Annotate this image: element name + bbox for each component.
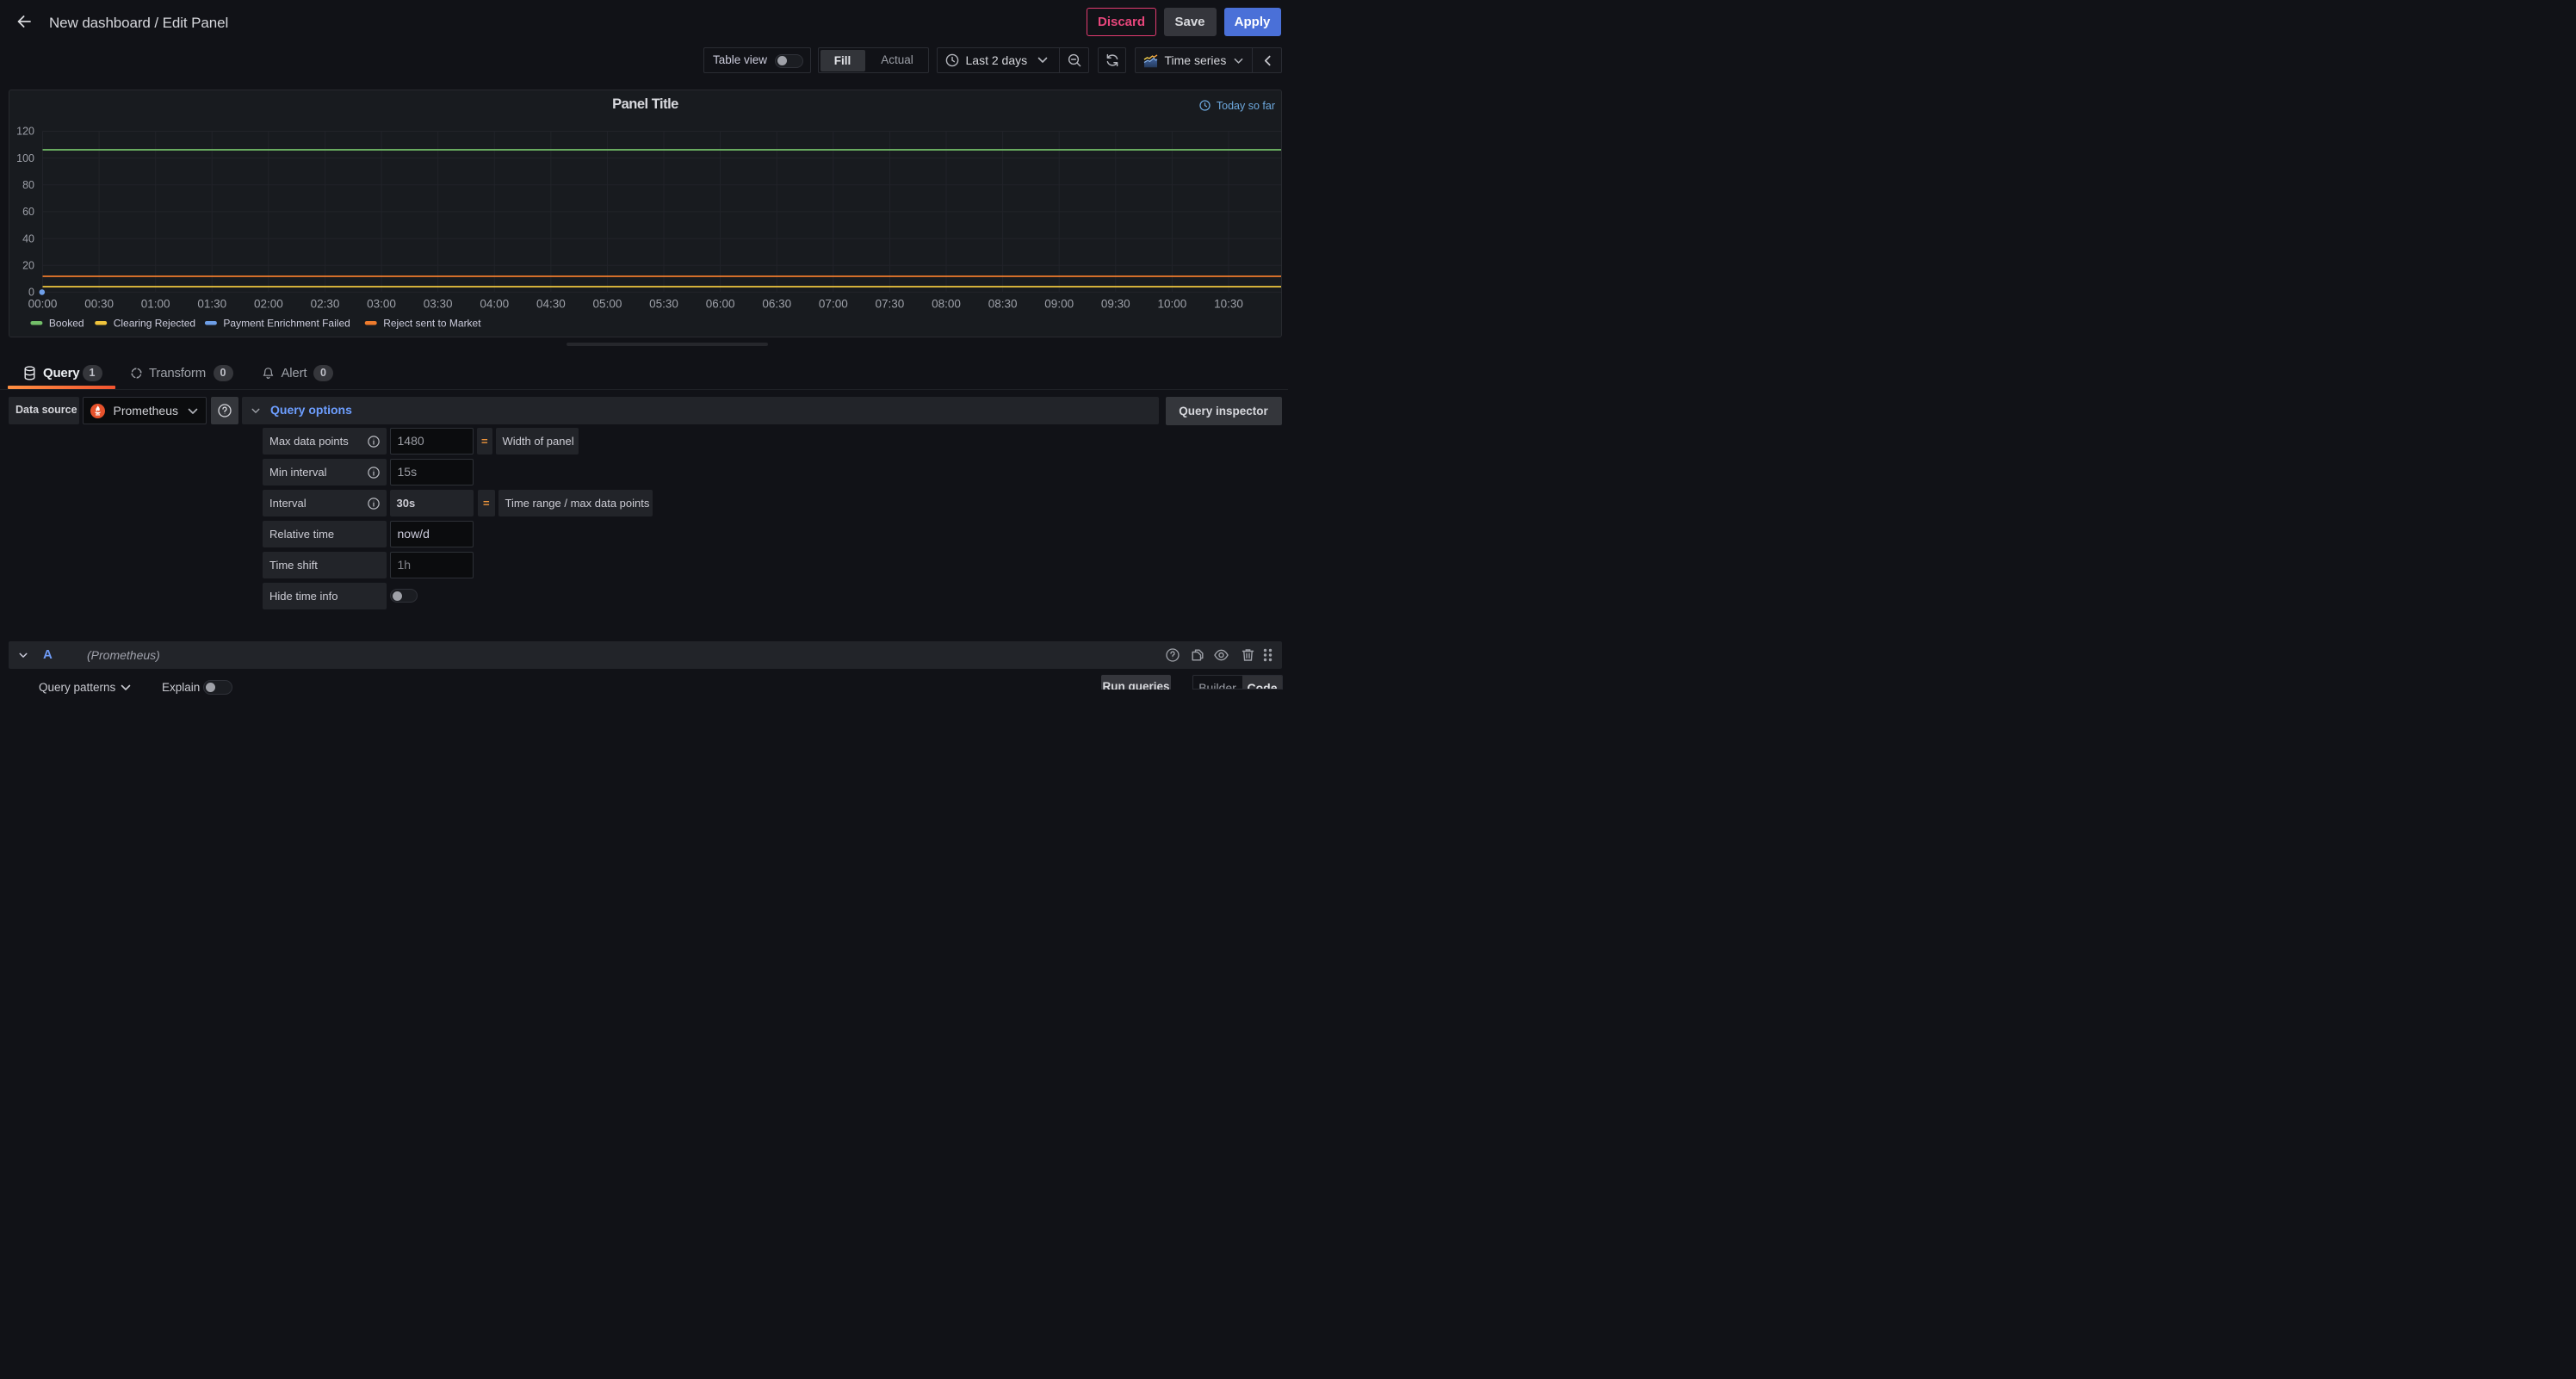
svg-text:09:00: 09:00 <box>1044 297 1074 310</box>
svg-text:06:30: 06:30 <box>762 297 791 310</box>
svg-text:Booked: Booked <box>49 317 84 329</box>
svg-text:08:00: 08:00 <box>932 297 961 310</box>
svg-text:05:00: 05:00 <box>593 297 622 310</box>
svg-text:02:30: 02:30 <box>311 297 340 310</box>
svg-text:08:30: 08:30 <box>988 297 1018 310</box>
svg-text:03:00: 03:00 <box>367 297 396 310</box>
svg-text:120: 120 <box>16 125 34 137</box>
svg-text:0: 0 <box>28 286 34 298</box>
svg-text:80: 80 <box>22 179 34 191</box>
svg-text:100: 100 <box>16 152 34 164</box>
svg-text:02:00: 02:00 <box>254 297 283 310</box>
svg-text:10:00: 10:00 <box>1158 297 1187 310</box>
svg-text:01:30: 01:30 <box>197 297 226 310</box>
svg-text:Reject sent to Market: Reject sent to Market <box>383 317 481 329</box>
svg-text:20: 20 <box>22 259 34 271</box>
svg-text:00:30: 00:30 <box>84 297 114 310</box>
svg-text:60: 60 <box>22 206 34 218</box>
svg-text:10:30: 10:30 <box>1214 297 1243 310</box>
svg-text:01:00: 01:00 <box>141 297 170 310</box>
svg-text:09:30: 09:30 <box>1101 297 1130 310</box>
svg-text:07:00: 07:00 <box>819 297 848 310</box>
svg-text:Clearing Rejected: Clearing Rejected <box>114 317 195 329</box>
svg-text:00:00: 00:00 <box>28 297 58 310</box>
svg-text:03:30: 03:30 <box>424 297 453 310</box>
svg-text:04:00: 04:00 <box>480 297 509 310</box>
svg-text:06:00: 06:00 <box>706 297 735 310</box>
svg-text:05:30: 05:30 <box>649 297 678 310</box>
svg-text:40: 40 <box>22 232 34 244</box>
svg-text:07:30: 07:30 <box>876 297 905 310</box>
svg-text:04:30: 04:30 <box>536 297 566 310</box>
svg-text:Payment Enrichment Failed: Payment Enrichment Failed <box>223 317 350 329</box>
